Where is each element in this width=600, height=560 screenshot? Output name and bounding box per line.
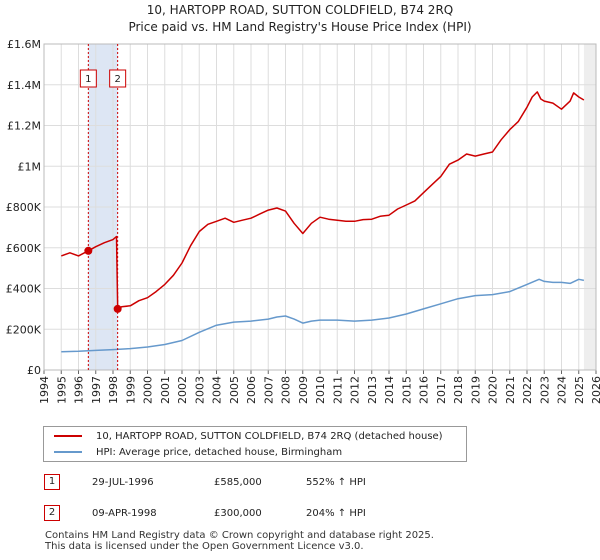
x-tick-label: 2017 bbox=[435, 376, 448, 404]
legend-item-hpi: HPI: Average price, detached house, Birm… bbox=[54, 445, 342, 461]
chart-title: 10, HARTOPP ROAD, SUTTON COLDFIELD, B74 … bbox=[0, 2, 600, 36]
x-tick-label: 1997 bbox=[90, 376, 103, 404]
x-tick-label: 2018 bbox=[452, 376, 465, 404]
y-tick-label: £200K bbox=[6, 323, 42, 336]
legend-label-hpi: HPI: Average price, detached house, Birm… bbox=[96, 447, 343, 458]
x-tick-label: 2024 bbox=[556, 376, 569, 404]
sale-price-2: £300,000 bbox=[214, 508, 262, 519]
x-tick-label: 2001 bbox=[159, 376, 172, 404]
x-tick-label: 2013 bbox=[366, 376, 379, 404]
sale-label-box-1 bbox=[79, 69, 97, 88]
x-tick-label: 2023 bbox=[538, 376, 551, 404]
legend-swatch-property bbox=[54, 435, 82, 437]
legend-swatch-hpi bbox=[54, 451, 82, 453]
x-tick-label: 2009 bbox=[297, 376, 310, 404]
x-tick-label: 2012 bbox=[349, 376, 362, 404]
x-tick-label: 2005 bbox=[228, 376, 241, 404]
y-tick-label: £600K bbox=[6, 242, 42, 255]
sale-point-2 bbox=[113, 304, 122, 313]
x-tick-label: 2004 bbox=[211, 376, 224, 404]
sale-date-2: 09-APR-1998 bbox=[92, 508, 157, 519]
x-tick-label: 2016 bbox=[418, 376, 431, 404]
sale-date-1: 29-JUL-1996 bbox=[92, 477, 154, 488]
y-tick-label: £1.2M bbox=[7, 120, 41, 133]
x-tick-label: 1995 bbox=[55, 376, 68, 404]
x-tick-label: 1994 bbox=[38, 376, 51, 404]
x-tick-label: 2000 bbox=[142, 376, 155, 404]
sale-badge-2: 2 bbox=[44, 505, 60, 521]
sale-point-1 bbox=[84, 246, 93, 255]
sale-hpi-2: 204% ↑ HPI bbox=[306, 508, 366, 519]
sale-price-1: £585,000 bbox=[214, 477, 262, 488]
sale-label-2: 2 bbox=[114, 74, 120, 85]
sale-badge-1: 1 bbox=[44, 474, 60, 490]
x-tick-label: 1998 bbox=[107, 376, 120, 404]
x-tick-label: 2006 bbox=[245, 376, 258, 404]
y-tick-label: £400K bbox=[6, 283, 42, 296]
footer: Contains HM Land Registry data © Crown c… bbox=[45, 530, 434, 552]
x-tick-label: 2007 bbox=[262, 376, 275, 404]
y-tick-label: £1.4M bbox=[7, 79, 41, 92]
y-tick-label: £800K bbox=[6, 201, 42, 214]
footer-line1: Contains HM Land Registry data © Crown c… bbox=[45, 530, 434, 541]
x-tick-label: 2015 bbox=[400, 376, 413, 404]
footer-line2: This data is licensed under the Open Gov… bbox=[45, 541, 364, 552]
x-tick-label: 1996 bbox=[73, 376, 86, 404]
legend: 10, HARTOPP ROAD, SUTTON COLDFIELD, B74 … bbox=[43, 426, 467, 462]
x-tick-label: 2011 bbox=[331, 376, 344, 404]
x-tick-label: 1999 bbox=[124, 376, 137, 404]
x-tick-label: 2025 bbox=[573, 376, 586, 404]
plot-frame bbox=[43, 43, 597, 371]
legend-label-property: 10, HARTOPP ROAD, SUTTON COLDFIELD, B74 … bbox=[96, 431, 443, 442]
hpi-line bbox=[61, 278, 585, 353]
x-tick-label: 2003 bbox=[193, 376, 206, 404]
legend-item-property: 10, HARTOPP ROAD, SUTTON COLDFIELD, B74 … bbox=[54, 429, 443, 445]
x-tick-label: 2021 bbox=[504, 376, 517, 404]
x-tick-label: 2026 bbox=[590, 376, 600, 404]
y-tick-label: £1M bbox=[18, 160, 42, 173]
x-tick-label: 2020 bbox=[487, 376, 500, 404]
x-tick-label: 2014 bbox=[383, 376, 396, 404]
y-tick-label: £1.6M bbox=[7, 38, 41, 51]
x-tick-label: 2022 bbox=[521, 376, 534, 404]
property-price-line bbox=[61, 91, 585, 310]
x-tick-label: 2019 bbox=[469, 376, 482, 404]
sale-label-1: 1 bbox=[85, 74, 91, 85]
chart-title-line1: 10, HARTOPP ROAD, SUTTON COLDFIELD, B74 … bbox=[146, 3, 454, 17]
x-tick-label: 2010 bbox=[314, 376, 327, 404]
chart-title-line2: Price paid vs. HM Land Registry's House … bbox=[128, 20, 472, 34]
x-tick-label: 2002 bbox=[176, 376, 189, 404]
price-chart: £0 £200K £400K £600K £800K £1M £1.2M £1.4M £1.6M… bbox=[6, 38, 600, 404]
sale-label-box-2 bbox=[109, 69, 127, 88]
x-tick-label: 2008 bbox=[280, 376, 293, 404]
sale-hpi-1: 552% ↑ HPI bbox=[306, 477, 366, 488]
y-tick-label: £0 bbox=[27, 364, 41, 377]
